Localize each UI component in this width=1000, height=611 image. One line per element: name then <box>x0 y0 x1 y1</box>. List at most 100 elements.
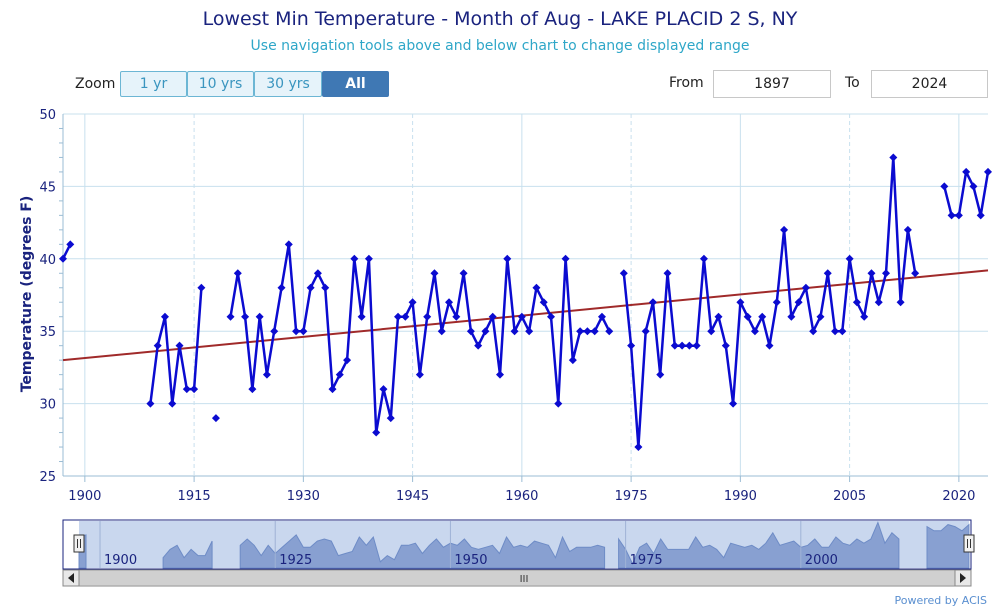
zoom-30yrs-button[interactable]: 30 yrs <box>254 71 322 97</box>
y-tick-label: 40 <box>39 253 56 268</box>
data-point <box>452 312 461 321</box>
navigator-right-handle[interactable] <box>963 534 975 553</box>
axes: 25 30 35 40 45 50 1900 1915 1930 1945 1960 1975 1990… <box>39 108 988 504</box>
from-input[interactable]: 1897 <box>713 70 831 98</box>
navigator[interactable]: 1900 1925 1950 1975 2000 <box>62 519 975 570</box>
data-point <box>394 312 403 321</box>
data-point <box>860 312 869 321</box>
data-point <box>211 414 220 423</box>
navigator-area <box>162 540 213 569</box>
data-point <box>605 327 614 336</box>
data-point <box>481 327 490 336</box>
data-point <box>896 298 905 307</box>
data-point <box>554 399 563 408</box>
data-point <box>233 269 242 278</box>
x-tick-label: 1945 <box>396 489 429 504</box>
data-point <box>430 269 439 278</box>
data-point <box>889 153 898 162</box>
data-point <box>445 298 454 307</box>
y-tick-label: 35 <box>39 325 56 340</box>
navigator-tick-label: 2000 <box>805 553 838 568</box>
navigator-tick-label: 1975 <box>630 553 663 568</box>
navigator-ticks: 1900 1925 1950 1975 2000 <box>99 521 838 568</box>
zoom-all-button[interactable]: All <box>322 71 389 97</box>
data-point <box>190 385 199 394</box>
data-point <box>750 327 759 336</box>
data-point <box>597 312 606 321</box>
x-tick-label: 1960 <box>505 489 538 504</box>
data-point <box>532 283 541 292</box>
navigator-area <box>239 534 606 569</box>
data-point <box>568 356 577 365</box>
navigator-left-handle[interactable] <box>73 534 85 553</box>
data-point <box>874 298 883 307</box>
data-point <box>241 312 250 321</box>
data-point <box>146 399 155 408</box>
data-point <box>670 341 679 350</box>
data-point <box>634 443 643 452</box>
data-point <box>328 385 337 394</box>
scrollbar-grip: III <box>520 574 529 585</box>
y-tick-label: 30 <box>39 398 56 413</box>
scroll-right-arrow-icon <box>960 573 966 583</box>
data-point <box>765 341 774 350</box>
zoom-1yr-button[interactable]: 1 yr <box>120 71 187 97</box>
data-point <box>270 327 279 336</box>
scrollbar-thumb[interactable] <box>79 571 969 585</box>
navigator-tick-label: 1925 <box>279 553 312 568</box>
data-point <box>277 283 286 292</box>
data-point <box>699 254 708 263</box>
data-point <box>226 312 235 321</box>
data-point <box>160 312 169 321</box>
scrollbar[interactable]: III <box>62 569 972 587</box>
data-point <box>619 269 628 278</box>
data-point <box>255 312 264 321</box>
zoom-10yrs-button[interactable]: 10 yrs <box>187 71 254 97</box>
trend-line <box>62 269 989 362</box>
data-point <box>954 211 963 220</box>
data-point <box>306 283 315 292</box>
y-tick-label: 45 <box>39 180 56 195</box>
data-point <box>576 327 585 336</box>
data-point <box>692 341 701 350</box>
data-point <box>343 356 352 365</box>
data-point <box>903 225 912 234</box>
data-point <box>357 312 366 321</box>
data-point <box>364 254 373 263</box>
data-point <box>59 254 67 263</box>
data-point <box>976 211 985 220</box>
x-tick-label: 1990 <box>724 489 757 504</box>
data-point <box>379 385 388 394</box>
data-point <box>539 298 548 307</box>
x-tick-label: 1975 <box>615 489 648 504</box>
data-point <box>510 327 519 336</box>
powered-by-credit[interactable]: Powered by ACIS <box>894 594 988 607</box>
data-point <box>386 414 395 423</box>
data-point <box>415 370 424 379</box>
y-axis-title: Temperature (degrees F) <box>19 196 35 393</box>
data-point <box>656 370 665 379</box>
x-tick-label: 2005 <box>833 489 866 504</box>
data-point <box>867 269 876 278</box>
data-point <box>736 298 745 307</box>
data-point <box>299 327 308 336</box>
data-point <box>546 312 555 321</box>
data-point <box>729 399 738 408</box>
data-point <box>583 327 592 336</box>
to-input[interactable]: 2024 <box>871 70 988 98</box>
navigator-tick-label: 1950 <box>454 553 487 568</box>
data-point <box>947 211 956 220</box>
data-point <box>182 385 191 394</box>
navigator-area <box>926 523 970 569</box>
data-point <box>780 225 789 234</box>
x-tick-label: 1930 <box>287 489 320 504</box>
data-point <box>197 283 206 292</box>
data-point <box>590 327 599 336</box>
data-point <box>663 269 672 278</box>
data-point <box>685 341 694 350</box>
y-tick-label: 25 <box>39 470 56 485</box>
data-point <box>758 312 767 321</box>
data-point <box>648 298 657 307</box>
data-point <box>321 283 330 292</box>
